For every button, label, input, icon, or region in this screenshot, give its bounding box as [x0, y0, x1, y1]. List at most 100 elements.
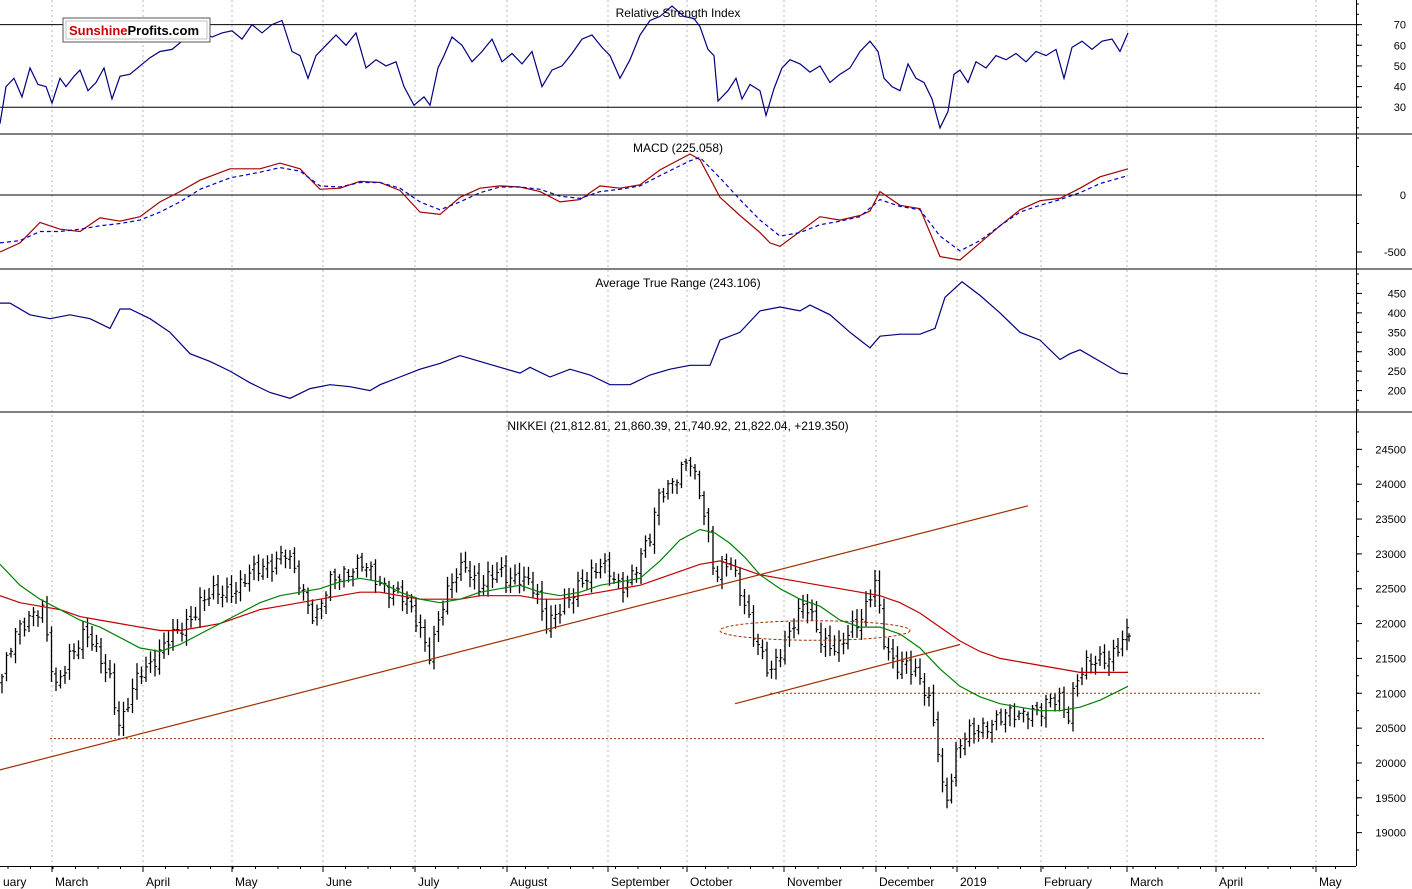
price-bar [963, 732, 967, 756]
price-bar [711, 525, 715, 575]
price-bar [441, 600, 445, 626]
price-bar [549, 605, 553, 638]
price-bar [990, 719, 994, 743]
price-bar [153, 649, 157, 677]
price-bar [207, 588, 211, 606]
month-label-8: October [690, 875, 733, 889]
price-bar [288, 550, 292, 570]
price-bar [976, 724, 981, 742]
month-label-9: November [787, 875, 842, 889]
price-bar [697, 470, 702, 500]
price-bar-last [1127, 633, 1131, 642]
price-bar [202, 589, 207, 612]
price-bar [1098, 646, 1102, 666]
price-bar [733, 559, 738, 577]
rsi-tick-70: 70 [1394, 20, 1406, 32]
price-tick-21500: 21500 [1375, 653, 1406, 665]
price-bar [814, 601, 819, 633]
price-bar [553, 604, 558, 629]
price-bar [76, 640, 81, 660]
price-bar [180, 622, 184, 642]
price-bar [945, 777, 949, 809]
price-bar [621, 572, 625, 603]
consolidation-ellipse [719, 620, 911, 641]
price-bar [198, 587, 202, 628]
price-tick-22000: 22000 [1375, 619, 1406, 631]
price-bar [436, 611, 441, 642]
price-bar [585, 571, 589, 591]
price-bar [369, 561, 373, 581]
month-label-10: December [879, 875, 934, 889]
price-bar [360, 552, 364, 572]
price-bar [103, 654, 108, 683]
price-bar [63, 665, 67, 684]
price-bar [756, 633, 760, 655]
price-bar [859, 608, 864, 640]
macd-signal-line [0, 156, 1129, 252]
price-bar [1008, 704, 1012, 727]
price-bar [1035, 701, 1039, 716]
atr-tick-450: 450 [1388, 288, 1406, 300]
price-bar [891, 638, 895, 669]
price-bar [108, 659, 112, 679]
atr-line [0, 281, 1129, 399]
panel-frames [0, 0, 1412, 867]
price-bar [819, 622, 823, 653]
month-label-14: April [1219, 875, 1243, 889]
price-bar [954, 741, 958, 787]
price-bar [220, 585, 225, 608]
price-bar [31, 607, 36, 627]
price-bar [67, 643, 72, 680]
price-bar [657, 488, 661, 526]
atr-tick-300: 300 [1388, 347, 1406, 359]
price-bar [805, 594, 810, 624]
price-tick-20000: 20000 [1375, 758, 1406, 770]
price-bar [670, 478, 675, 494]
atr-tick-200: 200 [1388, 386, 1406, 398]
price-bar [265, 555, 270, 579]
price-bar [54, 667, 58, 692]
price-bar [333, 568, 337, 590]
price-bar [22, 617, 27, 637]
price-bar [94, 634, 99, 653]
price-bar [918, 658, 922, 685]
price-bar [688, 457, 693, 477]
price-bar [373, 559, 378, 593]
price-bar [463, 551, 468, 573]
price-bar [949, 773, 954, 804]
price-bar [607, 552, 612, 586]
price-bar [364, 562, 369, 578]
price-bar [675, 479, 679, 495]
price-bar [864, 591, 868, 627]
price-bar [1080, 667, 1084, 686]
price-bar [148, 651, 153, 674]
price-bar [841, 632, 846, 655]
price-panel: NIKKEI (21,812.81, 21,860.39, 21,740.92,… [0, 419, 1265, 809]
price-bar [715, 565, 720, 583]
month-label-11: 2019 [960, 875, 987, 889]
price-bar [513, 564, 517, 585]
price-bar [508, 567, 513, 594]
rsi-tick-50: 50 [1394, 61, 1406, 73]
price-bar [40, 599, 45, 623]
price-bar [666, 479, 670, 500]
price-bar [774, 648, 778, 680]
price-bar [49, 626, 54, 682]
price-bar [229, 575, 234, 604]
price-bar [801, 594, 805, 619]
price-bar [558, 603, 562, 624]
atr-tick-350: 350 [1388, 327, 1406, 339]
rsi-title: Relative Strength Index [616, 6, 741, 20]
price-bar [504, 555, 508, 594]
price-bar [243, 573, 247, 588]
price-bar [886, 637, 891, 661]
price-bar [112, 663, 117, 716]
trendline-lower [734, 643, 961, 705]
price-bar [1057, 687, 1062, 712]
price-bar [769, 660, 774, 679]
macd-panel: MACD (225.058) [0, 141, 1356, 261]
macd-tick-0: 0 [1400, 190, 1406, 202]
price-bar [765, 641, 769, 677]
price-bar [270, 553, 274, 582]
